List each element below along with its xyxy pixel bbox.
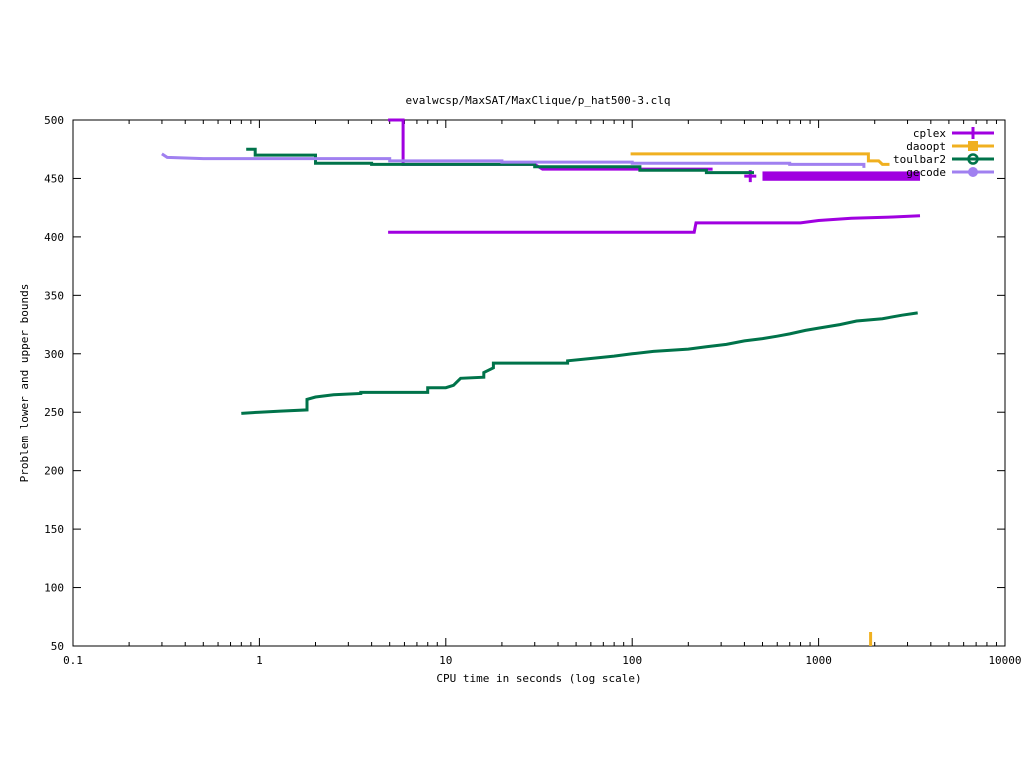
chart-title: evalwcsp/MaxSAT/MaxClique/p_hat500-3.clq (406, 94, 671, 107)
legend-marker-gecode (968, 167, 978, 177)
x-tick-label: 10 (439, 654, 452, 667)
x-tick-label: 100 (622, 654, 642, 667)
legend-marker-daoopt (968, 141, 978, 151)
series-marks (161, 118, 921, 646)
y-axis-label: Problem lower and upper bounds (18, 284, 31, 483)
legend-marker-cplex (967, 127, 979, 139)
y-tick-label: 350 (44, 289, 64, 302)
y-tick-label: 450 (44, 172, 64, 185)
series-toulbar2-line (241, 311, 918, 415)
x-tick-label: 1 (256, 654, 263, 667)
legend-label-daoopt: daoopt (906, 140, 946, 153)
legend-label-cplex: cplex (913, 127, 946, 140)
y-tick-label: 500 (44, 114, 64, 127)
x-tick-label: 10000 (988, 654, 1021, 667)
series-daoopt-line (630, 152, 890, 166)
legend-marker-toulbar2 (967, 153, 979, 165)
y-tick-label: 100 (44, 582, 64, 595)
series-gecode-line (161, 152, 866, 168)
axis-ticks: 50 100 150 200 250 300 350 400 450 500 0.1 1 10 100 10… (44, 114, 1021, 667)
legend-label-toulbar2: toulbar2 (893, 153, 946, 166)
series-cplex-band (762, 171, 921, 181)
legend-label-gecode: gecode (906, 166, 946, 179)
plot-area-frame (72, 119, 1006, 647)
series-cplex-line (388, 214, 921, 234)
series-toulbar2-line (246, 147, 754, 175)
x-axis-label: CPU time in seconds (log scale) (436, 672, 641, 685)
x-tick-label: 1000 (805, 654, 832, 667)
y-tick-label: 50 (51, 640, 64, 653)
y-tick-label: 300 (44, 348, 64, 361)
y-tick-label: 250 (44, 406, 64, 419)
y-tick-label: 150 (44, 523, 64, 536)
y-tick-label: 400 (44, 231, 64, 244)
y-tick-label: 200 (44, 465, 64, 478)
x-tick-label: 0.1 (63, 654, 83, 667)
